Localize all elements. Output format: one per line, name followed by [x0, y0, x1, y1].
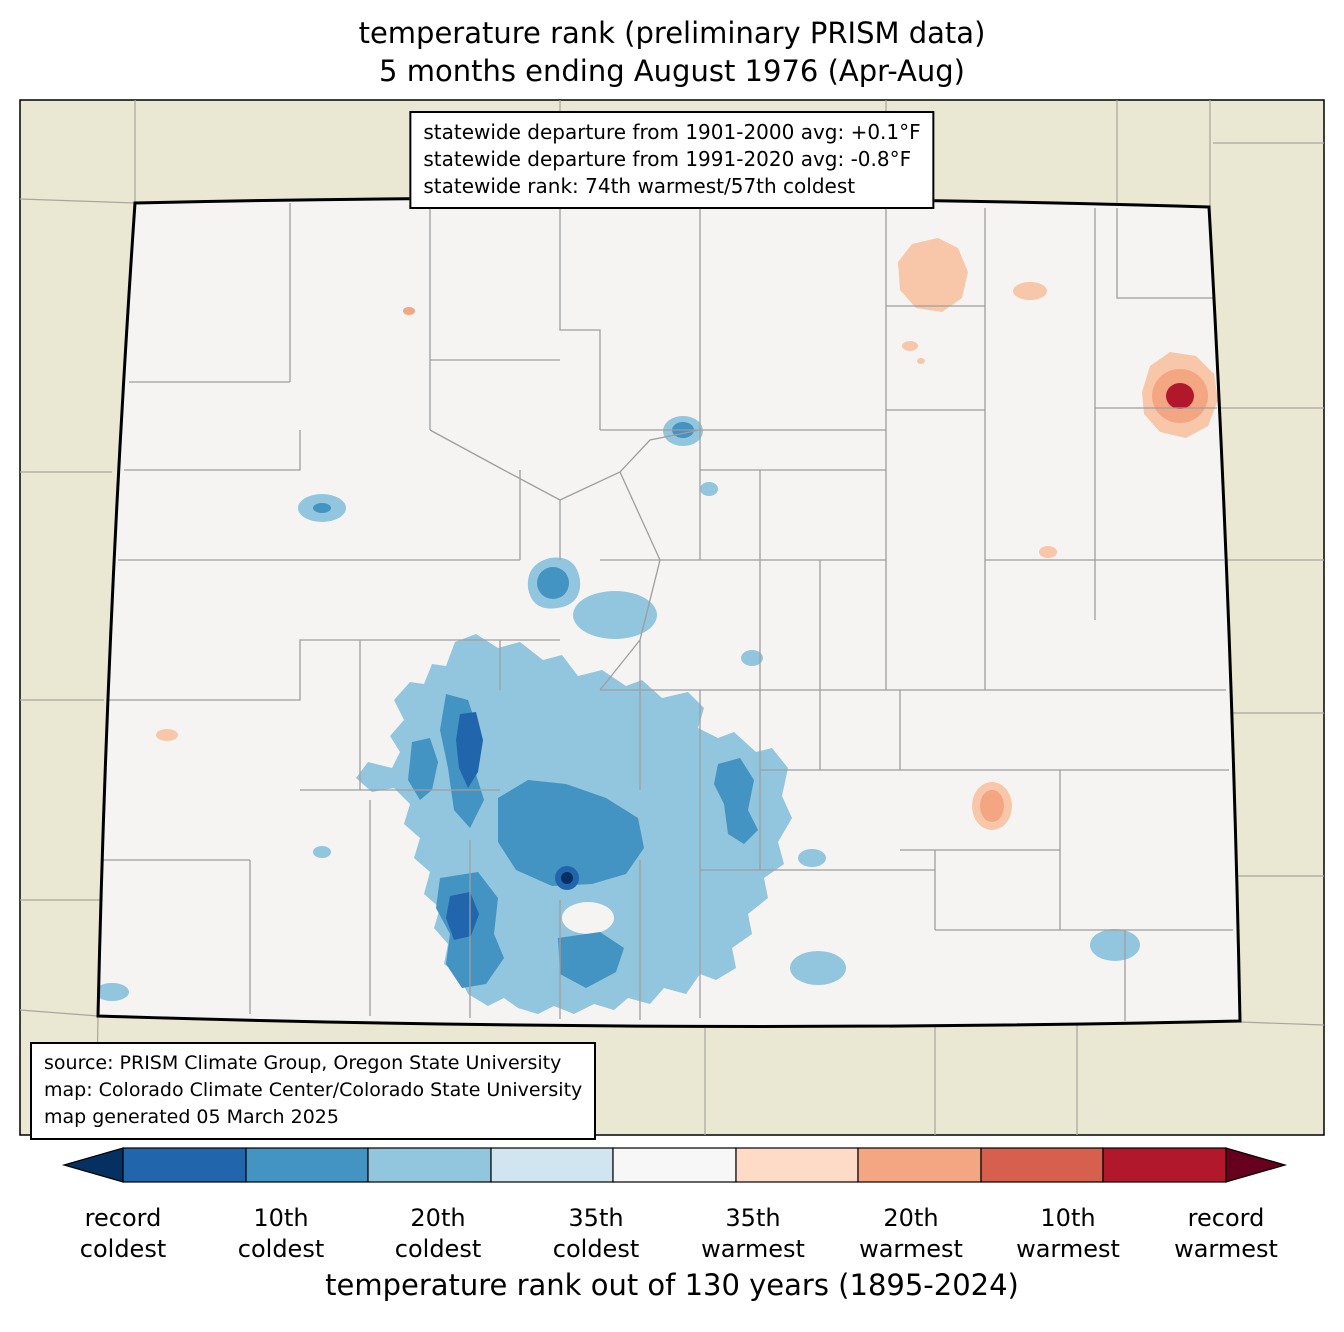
legend-label-top: 35th: [568, 1204, 624, 1232]
legend-label-record-coldest: record coldest: [38, 1203, 208, 1265]
legend-label-top: 10th: [1040, 1204, 1096, 1232]
stats-line-1: statewide departure from 1901-2000 avg: …: [423, 120, 921, 144]
legend-label-top: 35th: [725, 1204, 781, 1232]
cold-medium-1: [498, 780, 644, 886]
colorbar-seg-2: [245, 1147, 369, 1183]
source-line-3: map generated 05 March 2025: [44, 1106, 339, 1128]
legend-label-20th-warmest: 20th warmest: [826, 1203, 996, 1265]
cold-record-dot: [561, 872, 573, 884]
cold-patch-small-1: [700, 482, 718, 496]
legend-label-bottom: coldest: [237, 1235, 325, 1263]
legend-label-bottom: warmest: [859, 1235, 963, 1263]
cold-patch-small-3: [798, 849, 826, 867]
colorbar-seg-8: [980, 1147, 1104, 1183]
cold-patch-southeast: [1090, 929, 1140, 961]
cold-patch-southwest-corner: [98, 983, 129, 1001]
colorbar-arrow-record-coldest: [61, 1147, 124, 1183]
cold-medium-6: [408, 738, 438, 800]
colorbar-seg-4: [490, 1147, 614, 1183]
county-layer: [102, 203, 1233, 1021]
legend-label-10th-warmest: 10th warmest: [983, 1203, 1153, 1265]
warm-patch-east-small: [1039, 546, 1057, 558]
title-line-2: 5 months ending August 1976 (Apr-Aug): [379, 54, 965, 88]
stats-box: statewide departure from 1901-2000 avg: …: [409, 111, 935, 209]
cold-anomaly-hole: [562, 902, 614, 934]
stats-line-2: statewide departure from 1991-2020 avg: …: [423, 147, 912, 171]
warm-patch-weld-tail-1: [902, 341, 918, 351]
legend-label-bottom: coldest: [79, 1235, 167, 1263]
cold-dark-2: [446, 892, 479, 940]
colorbar: [61, 1147, 1288, 1183]
colorbar-seg-7: [857, 1147, 982, 1183]
title-line-1: temperature rank (preliminary PRISM data…: [358, 16, 986, 50]
county-boundaries: [102, 203, 1233, 1021]
legend-label-bottom: coldest: [394, 1235, 482, 1263]
source-box: source: PRISM Climate Group, Oregon Stat…: [30, 1042, 597, 1140]
legend-label-top: record: [1187, 1204, 1265, 1232]
page-title: temperature rank (preliminary PRISM data…: [0, 14, 1344, 90]
anomaly-layer: [98, 238, 1218, 1014]
cold-medium-core-3: [313, 503, 331, 513]
caption: temperature rank out of 130 years (1895-…: [325, 1268, 1019, 1302]
legend-label-top: 10th: [253, 1204, 309, 1232]
cold-medium-core-1: [537, 567, 569, 599]
cold-patch-south-1: [790, 951, 846, 985]
legend-label-top: 20th: [410, 1204, 466, 1232]
warm-bullseye-core: [1166, 383, 1194, 409]
warm-patch-west-small: [156, 729, 178, 741]
cold-dark-1: [456, 712, 483, 788]
legend-label-20th-coldest: 20th coldest: [353, 1203, 523, 1265]
source-line-1: source: PRISM Climate Group, Oregon Stat…: [44, 1052, 562, 1074]
legend-label-35th-coldest: 35th coldest: [511, 1203, 681, 1265]
colorbar-seg-5: [612, 1147, 737, 1183]
legend-label-top: 20th: [883, 1204, 939, 1232]
legend-label-bottom: warmest: [1016, 1235, 1120, 1263]
legend-label-record-warmest: record warmest: [1141, 1203, 1311, 1265]
cold-patch-small-4: [313, 846, 331, 858]
colorbar-seg-6: [735, 1147, 859, 1183]
colorbar-seg-9: [1102, 1147, 1227, 1183]
legend-label-bottom: coldest: [552, 1235, 640, 1263]
cold-patch-central: [573, 591, 657, 639]
warm-patch-southeast-core: [980, 790, 1004, 822]
colorbar-seg-1: [122, 1147, 247, 1183]
warm-patch-northwest-tiny: [403, 307, 415, 315]
warm-patch-north-small: [1013, 282, 1047, 300]
legend-label-bottom: warmest: [1174, 1235, 1278, 1263]
cold-patch-small-2: [741, 650, 763, 666]
colorado-fill: [98, 197, 1240, 1027]
stats-line-3: statewide rank: 74th warmest/57th coldes…: [423, 174, 856, 198]
colorbar-arrow-record-warmest: [1225, 1147, 1288, 1183]
cold-medium-4: [558, 932, 624, 988]
legend-label-top: record: [84, 1204, 162, 1232]
legend-label-10th-coldest: 10th coldest: [196, 1203, 366, 1265]
warm-patch-weld-tail-2: [917, 358, 925, 364]
source-line-2: map: Colorado Climate Center/Colorado St…: [44, 1079, 583, 1101]
warm-patch-weld: [898, 238, 968, 312]
colorbar-seg-3: [367, 1147, 492, 1183]
legend-label-35th-warmest: 35th warmest: [668, 1203, 838, 1265]
legend-label-bottom: warmest: [701, 1235, 805, 1263]
cold-medium-5: [714, 758, 758, 844]
